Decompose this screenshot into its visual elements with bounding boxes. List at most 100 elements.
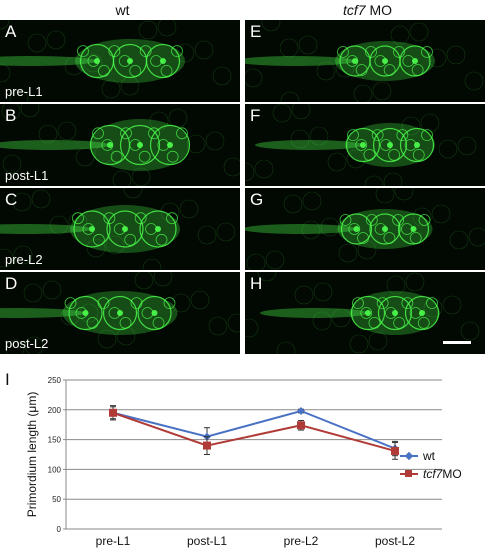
series-line-wt <box>112 409 396 450</box>
background-cell <box>331 308 351 328</box>
background-cell <box>265 250 285 270</box>
background-cell <box>320 217 340 237</box>
cell-outline <box>393 46 405 58</box>
legend-label: MO <box>442 467 462 481</box>
background-cell <box>446 45 466 65</box>
background-cell <box>49 215 69 235</box>
cell-outline <box>412 149 425 161</box>
background-cell <box>12 192 32 212</box>
cell-outline <box>417 317 430 329</box>
background-cell <box>9 89 29 102</box>
panel-stage-label: pre-L1 <box>5 84 43 99</box>
background-cell <box>212 66 232 86</box>
rosette <box>397 213 430 245</box>
background-cell <box>316 61 336 81</box>
panel-stage-label: post-L2 <box>5 336 49 351</box>
legend-label: wt <box>423 449 435 463</box>
background-cell <box>349 334 369 354</box>
rosette-center <box>353 226 360 232</box>
rosette-center <box>410 226 417 232</box>
cell-outline <box>401 223 413 235</box>
rosette <box>350 295 386 331</box>
cell-outline <box>371 129 384 142</box>
cell-outline <box>411 64 424 76</box>
background-cell <box>5 339 25 354</box>
background-cell <box>449 230 469 250</box>
background-cell <box>223 157 240 177</box>
background-cell <box>2 154 22 174</box>
y-tick-label: 0 <box>57 525 62 534</box>
background-cell <box>157 20 177 37</box>
cell-outline <box>92 233 105 246</box>
primordium-tail <box>255 140 363 150</box>
background-cell <box>254 159 274 179</box>
cell-outline <box>384 307 397 319</box>
rosette-center <box>107 142 113 148</box>
micrograph-panel-f: F <box>245 104 485 186</box>
y-tick-label: 150 <box>48 436 62 445</box>
background-cell <box>276 341 296 354</box>
panel-letter: G <box>250 190 264 209</box>
panel-background <box>245 188 485 270</box>
rosette <box>372 127 408 163</box>
rosette <box>345 127 381 163</box>
primordium-length-chart: 0 50 100 150 200 250 pre-L1 post-L1 pre-L2 post-L… <box>25 376 442 548</box>
background-cell <box>291 104 311 120</box>
background-cell <box>346 149 366 169</box>
background-cell <box>294 285 314 305</box>
cell-outline <box>355 64 368 76</box>
background-cell <box>280 91 300 102</box>
background-cell <box>171 293 191 313</box>
background-cell <box>13 245 33 265</box>
rosette <box>137 295 172 331</box>
background-cell <box>431 204 451 224</box>
background-cell <box>134 272 154 290</box>
rosette <box>119 124 161 166</box>
rosette-center <box>82 310 89 316</box>
cell-outline <box>155 233 168 246</box>
background-cell <box>227 313 240 333</box>
background-cell <box>279 38 299 58</box>
rosette-center <box>352 58 358 64</box>
background-cell <box>460 321 480 341</box>
cell-outline <box>118 55 131 67</box>
micrograph-panel-h: H <box>245 272 485 354</box>
background-cell <box>208 316 228 336</box>
background-cell <box>27 33 47 53</box>
cell-outline <box>138 150 151 163</box>
rosette <box>340 213 373 245</box>
rosette-center <box>360 142 366 148</box>
data-point-square <box>109 408 117 417</box>
micrograph-panel-d: D post-L2 <box>0 272 240 354</box>
data-point-diamond <box>297 406 305 415</box>
cell-outline <box>357 232 369 244</box>
background-cell <box>112 170 132 186</box>
cell-outline <box>401 297 414 310</box>
background-cell <box>272 104 292 123</box>
cell-outline <box>363 149 376 161</box>
cell-outline <box>87 55 100 67</box>
cell-outline <box>77 45 89 58</box>
cell-outline <box>97 297 110 310</box>
background-cell <box>438 139 458 159</box>
background-cell <box>160 202 180 222</box>
background-cell <box>179 199 199 219</box>
cell-outline <box>108 307 121 319</box>
primordium-image <box>0 188 240 270</box>
background-cell <box>442 295 462 315</box>
cell-outline <box>404 139 417 151</box>
background-cell <box>246 253 266 270</box>
cell-outline <box>383 64 396 76</box>
cell-outline <box>124 233 137 246</box>
background-cell <box>1 104 21 121</box>
cell-outline <box>163 297 176 310</box>
data-point-square <box>297 421 305 430</box>
cell-outline <box>418 214 431 226</box>
cell-outline <box>360 307 373 319</box>
background-cell <box>57 121 77 141</box>
cell-outline <box>426 297 438 310</box>
legend-swatch-tcf7-mo <box>400 470 418 477</box>
cell-outline <box>409 307 422 319</box>
x-tick-label: post-L2 <box>375 534 415 548</box>
rosette-center <box>365 310 371 316</box>
